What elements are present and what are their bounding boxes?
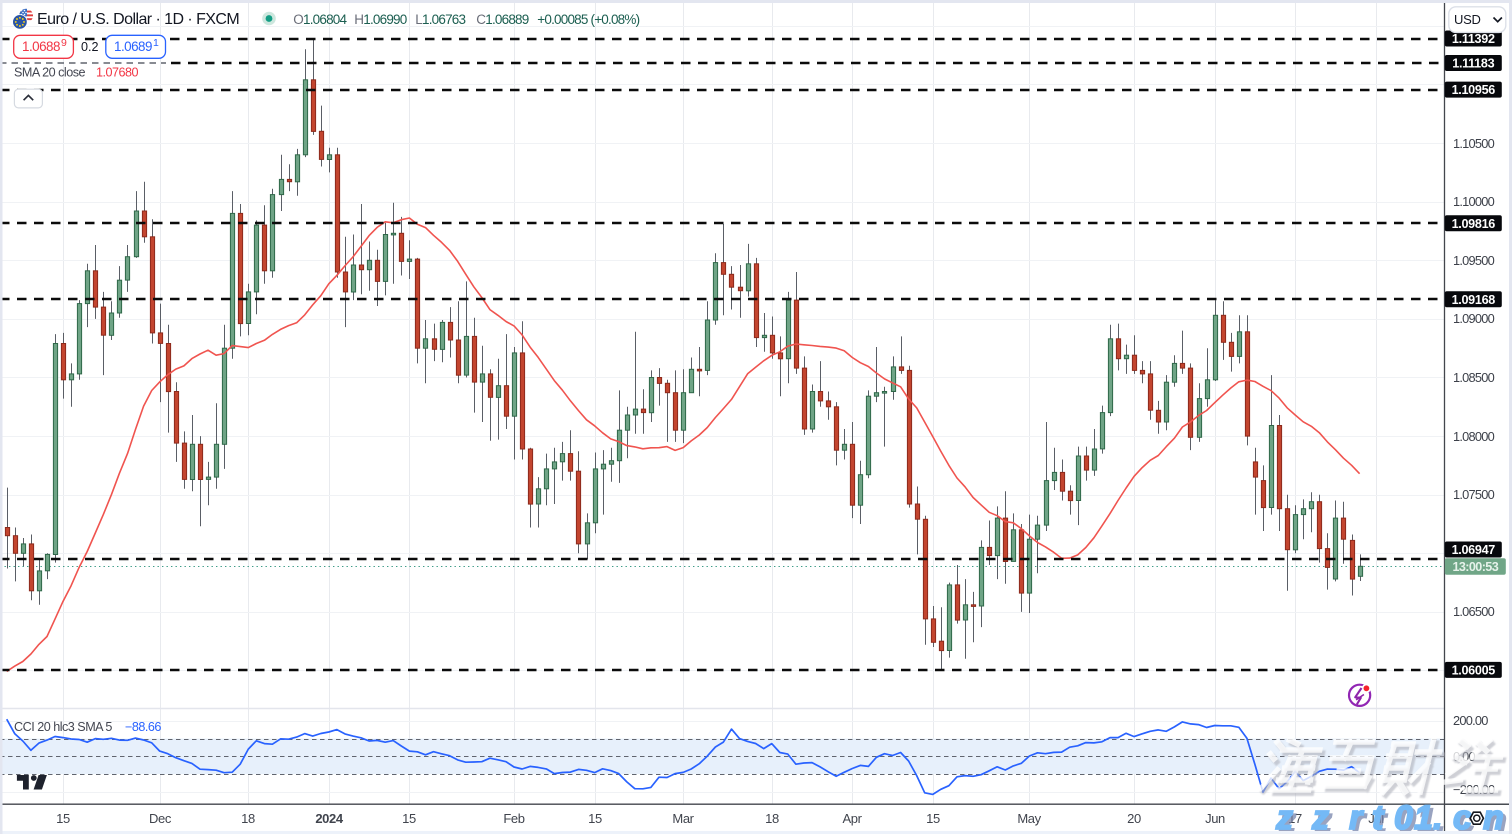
svg-text:Mar: Mar: [672, 811, 694, 826]
svg-text:r: r: [1349, 799, 1364, 834]
svg-text:1.08500: 1.08500: [1453, 370, 1495, 385]
svg-text:Jun: Jun: [1205, 811, 1225, 826]
svg-text:r: r: [1352, 802, 1367, 834]
svg-text:1.11392: 1.11392: [1452, 32, 1495, 46]
svg-text:1.08000: 1.08000: [1453, 429, 1495, 444]
svg-text:1.06500: 1.06500: [1453, 604, 1495, 619]
svg-text:L1.06763: L1.06763: [415, 12, 465, 27]
svg-text:18: 18: [765, 811, 779, 826]
svg-text:9: 9: [61, 37, 67, 49]
svg-text:Euro / U.S. Dollar · 1D · FXCM: Euro / U.S. Dollar · 1D · FXCM: [37, 11, 239, 28]
svg-text:n: n: [1486, 802, 1507, 834]
svg-text:+0.00085 (+0.08%): +0.00085 (+0.08%): [537, 12, 639, 27]
svg-text:15: 15: [56, 811, 70, 826]
svg-text:c: c: [1456, 802, 1475, 834]
svg-text:15: 15: [926, 811, 940, 826]
svg-text:1: 1: [1417, 802, 1436, 834]
svg-text:1.09168: 1.09168: [1452, 293, 1496, 307]
svg-text:1.0688: 1.0688: [22, 39, 60, 54]
svg-text:1.06005: 1.06005: [1452, 664, 1496, 678]
svg-text:1.10500: 1.10500: [1453, 136, 1495, 151]
svg-text:H1.06990: H1.06990: [354, 12, 406, 27]
svg-text:Dec: Dec: [149, 811, 172, 826]
svg-text:Apr: Apr: [842, 811, 862, 826]
svg-text:1.09500: 1.09500: [1453, 253, 1495, 268]
svg-text:−88.66: −88.66: [125, 720, 161, 734]
svg-text:20: 20: [1127, 811, 1141, 826]
svg-text:1.06947: 1.06947: [1452, 543, 1496, 557]
svg-text:200.00: 200.00: [1453, 713, 1488, 728]
svg-text:.: .: [1433, 799, 1442, 834]
svg-text:t: t: [1375, 802, 1388, 834]
svg-text:13:00:53: 13:00:53: [1452, 560, 1498, 574]
svg-text:Feb: Feb: [503, 811, 524, 826]
svg-text:C1.06889: C1.06889: [476, 12, 528, 27]
svg-text:1.10956: 1.10956: [1452, 83, 1496, 97]
svg-text:1: 1: [1414, 799, 1433, 834]
svg-text:0: 0: [1397, 802, 1416, 834]
svg-text:1.07500: 1.07500: [1453, 487, 1495, 502]
svg-text:Jul: Jul: [1368, 811, 1384, 826]
svg-text:t: t: [1372, 799, 1385, 834]
svg-text:15: 15: [402, 811, 416, 826]
svg-text:18: 18: [241, 811, 255, 826]
svg-text:n: n: [1483, 799, 1504, 834]
svg-text:c: c: [1453, 799, 1472, 834]
svg-text:z: z: [1278, 802, 1296, 834]
svg-text:CCI 20 hlc3 SMA 5: CCI 20 hlc3 SMA 5: [14, 720, 112, 734]
svg-text:15: 15: [588, 811, 602, 826]
svg-text:1.10000: 1.10000: [1453, 194, 1495, 209]
svg-text:1: 1: [153, 37, 159, 49]
svg-text:0: 0: [1394, 799, 1413, 834]
svg-text:0.2: 0.2: [81, 40, 99, 54]
svg-text:z: z: [1275, 799, 1293, 834]
svg-text:1.0689: 1.0689: [114, 39, 152, 54]
svg-text:1.11183: 1.11183: [1452, 57, 1494, 71]
svg-text:17: 17: [1288, 811, 1302, 826]
svg-text:SMA 20 close: SMA 20 close: [14, 66, 85, 80]
svg-text:O1.06804: O1.06804: [293, 12, 347, 27]
svg-text:1.09000: 1.09000: [1453, 311, 1495, 326]
svg-text:May: May: [1017, 811, 1041, 826]
svg-text:1.09816: 1.09816: [1452, 217, 1496, 231]
svg-text:z: z: [1314, 802, 1332, 834]
svg-text:USD: USD: [1454, 12, 1481, 27]
svg-text:1.07680: 1.07680: [96, 66, 139, 80]
svg-text:.: .: [1436, 802, 1445, 834]
svg-text:z: z: [1311, 799, 1329, 834]
svg-text:2024: 2024: [315, 811, 343, 826]
